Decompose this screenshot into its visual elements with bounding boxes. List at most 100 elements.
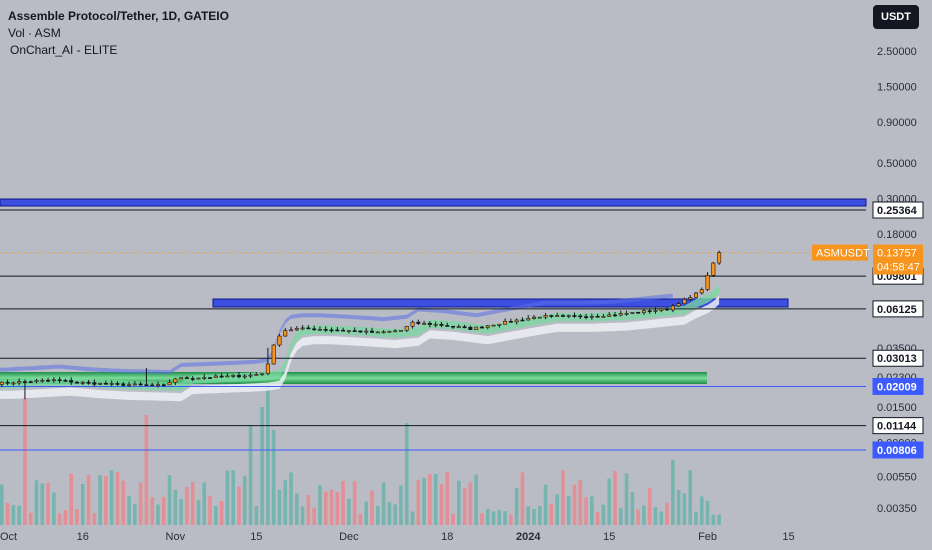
candle-body bbox=[520, 319, 525, 322]
candle-body bbox=[676, 303, 681, 307]
volume-bar bbox=[86, 474, 91, 525]
candle bbox=[312, 325, 317, 331]
time-tick-5: 18 bbox=[441, 531, 453, 543]
resistance-band-top bbox=[0, 198, 867, 207]
volume-bar bbox=[705, 500, 710, 525]
current-price-box bbox=[873, 244, 923, 275]
candle bbox=[468, 325, 473, 330]
time-tick-2: Nov bbox=[166, 531, 186, 543]
volume-bar bbox=[289, 472, 293, 525]
candle-body bbox=[323, 329, 328, 331]
candle bbox=[208, 376, 213, 379]
volume-bar bbox=[370, 490, 374, 525]
candle-body bbox=[705, 275, 710, 290]
lower-band bbox=[0, 295, 720, 402]
volume-bar bbox=[613, 471, 617, 525]
candle-body bbox=[612, 314, 617, 317]
volume-bar bbox=[404, 423, 409, 525]
candle-body bbox=[300, 327, 305, 330]
candle-body bbox=[74, 381, 79, 384]
volume-bar bbox=[699, 496, 704, 525]
candle-body bbox=[549, 315, 554, 317]
candle bbox=[17, 378, 22, 386]
candle bbox=[364, 327, 369, 335]
symbol-title[interactable]: Assemble Protocol/Tether, 1D, GATEIO bbox=[8, 9, 229, 23]
candle-body bbox=[80, 381, 85, 384]
candle-body bbox=[11, 382, 16, 385]
volume-bar bbox=[185, 487, 189, 525]
candle-body bbox=[34, 380, 39, 383]
candle bbox=[572, 312, 577, 318]
candle bbox=[63, 378, 68, 382]
volume-bar bbox=[219, 500, 224, 525]
candle-body bbox=[317, 329, 322, 331]
indicator-label[interactable]: OnChart_AI - ELITE bbox=[10, 43, 118, 57]
candle bbox=[451, 325, 456, 329]
volume-bar bbox=[566, 495, 571, 525]
candle-body bbox=[127, 384, 132, 387]
candle bbox=[422, 320, 427, 325]
volume-bar bbox=[433, 474, 438, 525]
time-tick-0: Oct bbox=[0, 531, 17, 543]
candle-body bbox=[103, 383, 108, 385]
time-tick-8: Feb bbox=[698, 531, 717, 543]
candle bbox=[51, 377, 56, 383]
candle bbox=[294, 326, 299, 332]
candle-body bbox=[358, 330, 363, 333]
volume-bar bbox=[266, 385, 270, 525]
volume-bar bbox=[127, 496, 131, 525]
volume-bar bbox=[387, 501, 392, 525]
candle bbox=[387, 330, 392, 333]
candle-body bbox=[375, 331, 380, 334]
candle-body bbox=[456, 326, 461, 329]
candle bbox=[537, 316, 542, 319]
candle bbox=[595, 313, 600, 318]
candle bbox=[682, 297, 687, 305]
candle bbox=[404, 325, 409, 333]
currency-button[interactable]: USDT bbox=[873, 5, 919, 29]
volume-label[interactable]: Vol · ASM bbox=[8, 26, 61, 40]
volume-bar bbox=[40, 483, 45, 525]
candle-body bbox=[236, 375, 241, 378]
candle bbox=[167, 379, 172, 386]
candle-body bbox=[433, 323, 438, 326]
volume-bar bbox=[607, 478, 612, 525]
candle bbox=[393, 329, 398, 333]
volume-bar bbox=[462, 487, 467, 525]
volume-bar bbox=[133, 503, 137, 525]
volume-bar bbox=[208, 495, 212, 525]
price-marker-label-5: 0.01144 bbox=[877, 421, 917, 433]
price-tick-11: 0.00350 bbox=[877, 503, 917, 515]
candle bbox=[688, 294, 693, 302]
candle bbox=[705, 272, 710, 292]
candle bbox=[329, 327, 334, 333]
volume-bar bbox=[439, 484, 444, 525]
candle bbox=[127, 381, 132, 388]
candle-body bbox=[589, 315, 594, 318]
time-axis[interactable]: Oct 16 Nov 15 Dec 18 2024 15 Feb 15 bbox=[0, 531, 795, 543]
candle-body bbox=[410, 321, 415, 327]
volume-bar bbox=[578, 480, 583, 525]
candle-body bbox=[277, 335, 282, 346]
volume-bar bbox=[283, 480, 288, 525]
volume-bar bbox=[260, 407, 264, 525]
volume-bar bbox=[665, 502, 669, 525]
volume-bar bbox=[509, 514, 513, 525]
candle bbox=[11, 381, 16, 386]
candle-body bbox=[601, 316, 606, 318]
candle bbox=[439, 321, 444, 328]
volume-bar bbox=[0, 484, 4, 525]
volume-bar bbox=[34, 480, 39, 525]
candle bbox=[80, 381, 85, 385]
candle bbox=[248, 372, 253, 379]
candle-body bbox=[132, 383, 137, 386]
volume-bar bbox=[474, 474, 478, 525]
candle-body bbox=[202, 377, 207, 379]
candle bbox=[213, 373, 218, 378]
candle bbox=[184, 376, 189, 379]
candle-body bbox=[98, 383, 103, 385]
time-tick-7: 15 bbox=[603, 531, 615, 543]
candle-body bbox=[381, 331, 386, 334]
resistance-zone bbox=[212, 298, 789, 308]
